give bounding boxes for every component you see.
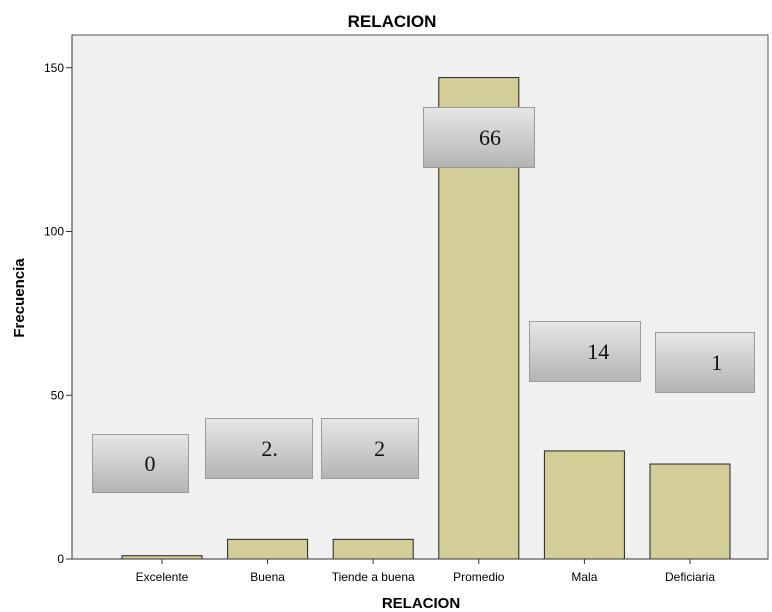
data-label-text: 2. (261, 435, 278, 461)
bar-buena (227, 538, 309, 560)
data-label-box: 1 (655, 332, 755, 393)
bar-mala (543, 450, 625, 560)
data-label-text: 14 (587, 338, 610, 364)
data-label-box: 2 (321, 418, 419, 479)
data-label-box: 0 (92, 434, 189, 493)
x-axis-label: RELACION (382, 595, 460, 612)
x-tick-label: Mala (571, 570, 597, 584)
bar-tiende-a-buena (332, 538, 414, 560)
y-axis-label: Frecuencia (11, 258, 28, 338)
y-tick-label: 50 (51, 388, 65, 402)
x-tick-label: Tiende a buena (332, 570, 415, 584)
data-label-box: 2. (205, 418, 313, 479)
x-tick-label: Buena (250, 570, 285, 584)
bar-deficiaria (649, 463, 731, 560)
x-tick-label: Promedio (453, 570, 505, 584)
y-tick-label: 100 (44, 225, 64, 239)
x-tick-label: Deficiaria (665, 570, 715, 584)
data-label-text: 2 (374, 435, 386, 461)
y-tick-label: 150 (44, 61, 64, 75)
data-label-box: 66 (423, 107, 535, 168)
x-ticks-group: Excelente Buena Tiende a buena Promedio Mala… (136, 559, 715, 584)
data-label-text: 0 (144, 450, 156, 476)
chart-title: RELACION (348, 12, 437, 31)
y-tick-label: 0 (57, 552, 64, 566)
data-label-text: 1 (711, 349, 723, 375)
x-tick-label: Excelente (136, 570, 189, 584)
data-label-text: 66 (479, 124, 501, 150)
y-ticks-group: 0 50 100 150 (44, 61, 72, 566)
data-label-box: 14 (529, 321, 641, 382)
